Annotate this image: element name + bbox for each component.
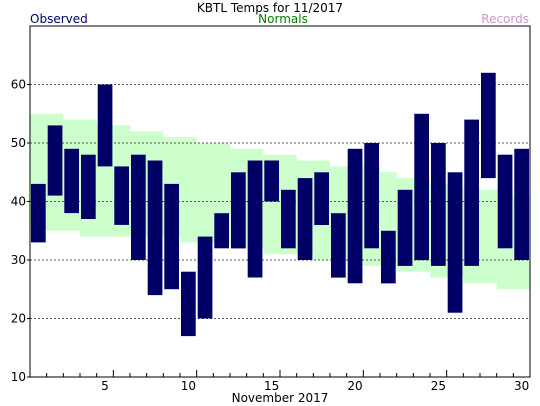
- y-tick-label-40: 40: [11, 195, 26, 209]
- x-tick-label-10: 10: [181, 379, 196, 393]
- observed-bar-day-19: [331, 213, 346, 278]
- observed-bar-day-12: [214, 213, 229, 249]
- observed-bar-day-23: [397, 189, 413, 266]
- observed-bar-day-30: [514, 148, 529, 260]
- y-tick-label-20: 20: [11, 312, 26, 326]
- observed-bar-day-14: [247, 160, 263, 278]
- y-tick-label-30: 30: [11, 253, 26, 267]
- observed-bar-day-8: [147, 160, 163, 296]
- observed-bar-day-28: [481, 72, 496, 179]
- x-tick-label-20: 20: [347, 379, 362, 393]
- chart-title: KBTL Temps for 11/2017: [197, 1, 343, 15]
- legend-records: Records: [481, 12, 529, 26]
- observed-bar-day-21: [364, 143, 379, 249]
- observed-bar-day-20: [347, 148, 363, 284]
- observed-bar-day-13: [231, 172, 246, 249]
- y-tick-label-10: 10: [11, 370, 26, 384]
- legend-observed: Observed: [30, 12, 88, 26]
- observed-bar-day-2: [47, 125, 63, 196]
- observed-bar-day-9: [164, 183, 179, 290]
- observed-bar-day-17: [297, 178, 313, 260]
- x-tick-label-15: 15: [264, 379, 279, 393]
- observed-bar-day-18: [314, 172, 329, 225]
- observed-bar-day-10: [181, 271, 196, 337]
- observed-bar-day-1: [31, 183, 46, 243]
- observed-bar-day-4: [81, 154, 96, 219]
- observed-bar-day-27: [464, 119, 479, 266]
- observed-bar-day-29: [497, 154, 513, 249]
- observed-bar-day-24: [414, 113, 429, 261]
- observed-bar-day-26: [447, 172, 463, 313]
- observed-bar-day-3: [64, 148, 79, 214]
- x-tick-label-30: 30: [514, 379, 529, 393]
- y-tick-label-50: 50: [11, 136, 26, 150]
- observed-bar-day-7: [131, 154, 146, 260]
- observed-bar-day-16: [281, 189, 296, 249]
- y-tick-label-60: 60: [11, 78, 26, 92]
- observed-bar-day-6: [114, 166, 129, 225]
- observed-bar-day-5: [97, 84, 113, 167]
- observed-bar-day-15: [264, 160, 279, 202]
- observed-bar-day-11: [197, 236, 213, 319]
- legend-normals: Normals: [258, 12, 308, 26]
- x-tick-label-5: 5: [101, 379, 109, 393]
- x-tick-label-25: 25: [431, 379, 446, 393]
- x-axis-label: November 2017: [232, 391, 329, 405]
- observed-bar-day-25: [431, 143, 446, 266]
- observed-bar-day-22: [381, 230, 396, 284]
